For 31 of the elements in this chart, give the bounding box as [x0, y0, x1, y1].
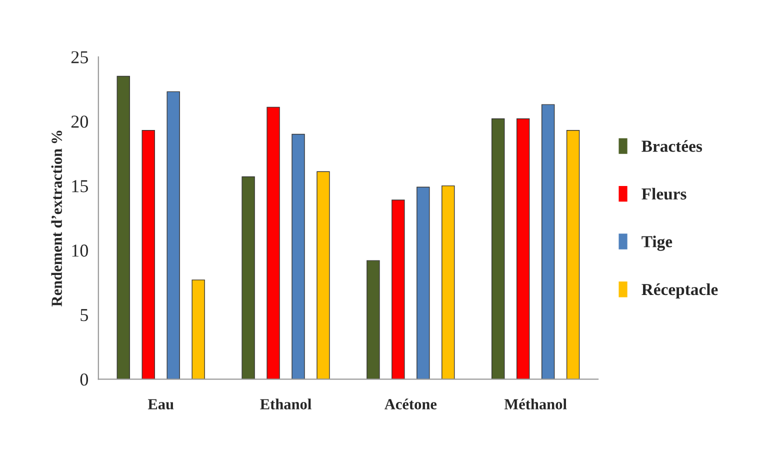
bar — [392, 200, 405, 380]
legend-label: Tige — [642, 236, 672, 251]
x-tick-label: Acétone — [384, 398, 437, 410]
legend-label: Bractées — [642, 140, 702, 152]
bar — [116, 76, 130, 380]
y-tick-label: 25 — [71, 51, 88, 64]
y-tick-label: 0 — [80, 373, 88, 386]
y-tick-label: 20 — [71, 116, 88, 128]
bar — [166, 91, 180, 380]
x-tick-label: Méthanol — [504, 398, 567, 410]
y-tick-label: 15 — [72, 180, 88, 192]
bar — [442, 185, 455, 380]
bar — [566, 130, 580, 380]
bar — [292, 134, 305, 380]
legend-label: Fleurs — [642, 188, 686, 200]
bar — [541, 104, 555, 380]
y-axis-title: Rendement d’extraction % — [51, 130, 62, 306]
bar — [366, 260, 380, 380]
y-tick-label: 10 — [72, 244, 88, 257]
x-tick-label: Eau — [148, 399, 174, 410]
bar — [242, 176, 255, 380]
bar — [516, 118, 530, 380]
bar — [266, 106, 280, 380]
bar — [316, 171, 330, 380]
bar — [192, 280, 205, 380]
bar — [142, 130, 155, 380]
bar — [492, 118, 505, 380]
y-tick-label: 5 — [80, 309, 88, 322]
legend-label: Réceptacle — [642, 283, 718, 299]
x-tick-label: Ethanol — [260, 398, 312, 410]
bar — [416, 186, 430, 380]
